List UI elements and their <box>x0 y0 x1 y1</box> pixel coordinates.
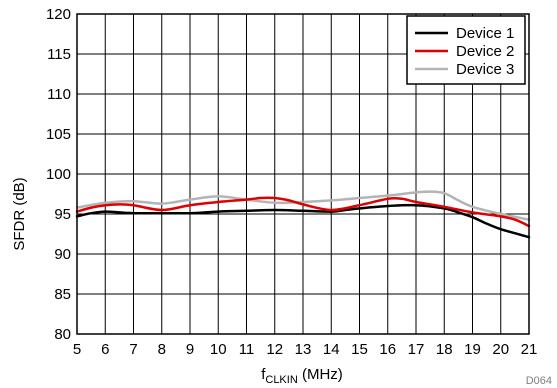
x-axis-label-unit: (MHz) <box>298 366 343 383</box>
x-axis-label: fCLKIN (MHz) <box>261 366 343 386</box>
x-tick-label: 19 <box>464 341 481 358</box>
x-axis-label-subscript: CLKIN <box>265 374 297 386</box>
figure-id: D064 <box>526 375 552 387</box>
x-tick-label: 9 <box>186 341 194 358</box>
x-tick-label: 13 <box>295 341 312 358</box>
y-axis-label: SFDR (dB) <box>11 177 28 250</box>
legend-label-device-1: Device 1 <box>456 25 514 42</box>
x-tick-label: 5 <box>73 341 81 358</box>
x-tick-label: 17 <box>408 341 425 358</box>
y-tick-label: 105 <box>46 126 71 143</box>
x-tick-label: 11 <box>239 341 255 358</box>
legend: Device 1 Device 2 Device 3 <box>406 15 526 85</box>
y-tick-label: 90 <box>54 246 71 263</box>
y-tick-label: 115 <box>47 46 71 63</box>
y-tick-label: 85 <box>54 286 71 303</box>
x-tick-label: 20 <box>492 341 509 358</box>
series-line-device-1 <box>75 203 531 239</box>
x-tick-label: 12 <box>266 341 283 358</box>
x-tick-label: 14 <box>323 341 340 358</box>
series-layer <box>75 190 531 239</box>
series-line-device-2 <box>75 196 531 228</box>
y-tick-labels: 80 85 90 95 100 105 110 115 120 <box>46 6 71 343</box>
x-tick-label: 6 <box>101 341 109 358</box>
series-line-device-3 <box>75 190 531 221</box>
x-tick-label: 8 <box>158 341 166 358</box>
y-tick-label: 120 <box>46 6 71 23</box>
y-tick-label: 110 <box>47 86 71 103</box>
x-tick-label: 7 <box>129 341 137 358</box>
x-axis-label-main: f <box>261 366 266 383</box>
x-tick-label: 16 <box>379 341 396 358</box>
x-tick-label: 21 <box>521 341 538 358</box>
x-tick-labels: 5 6 7 8 9 10 11 12 13 14 15 16 17 18 19 20 21 <box>73 341 538 358</box>
y-tick-label: 80 <box>54 326 71 343</box>
x-tick-label: 10 <box>210 341 227 358</box>
legend-label-device-3: Device 3 <box>456 61 514 78</box>
x-tick-label: 18 <box>436 341 453 358</box>
y-tick-label: 95 <box>54 206 71 223</box>
y-tick-label: 100 <box>46 166 71 183</box>
plot-frame <box>76 13 530 335</box>
x-tick-label: 15 <box>351 341 368 358</box>
legend-label-device-2: Device 2 <box>456 43 514 60</box>
